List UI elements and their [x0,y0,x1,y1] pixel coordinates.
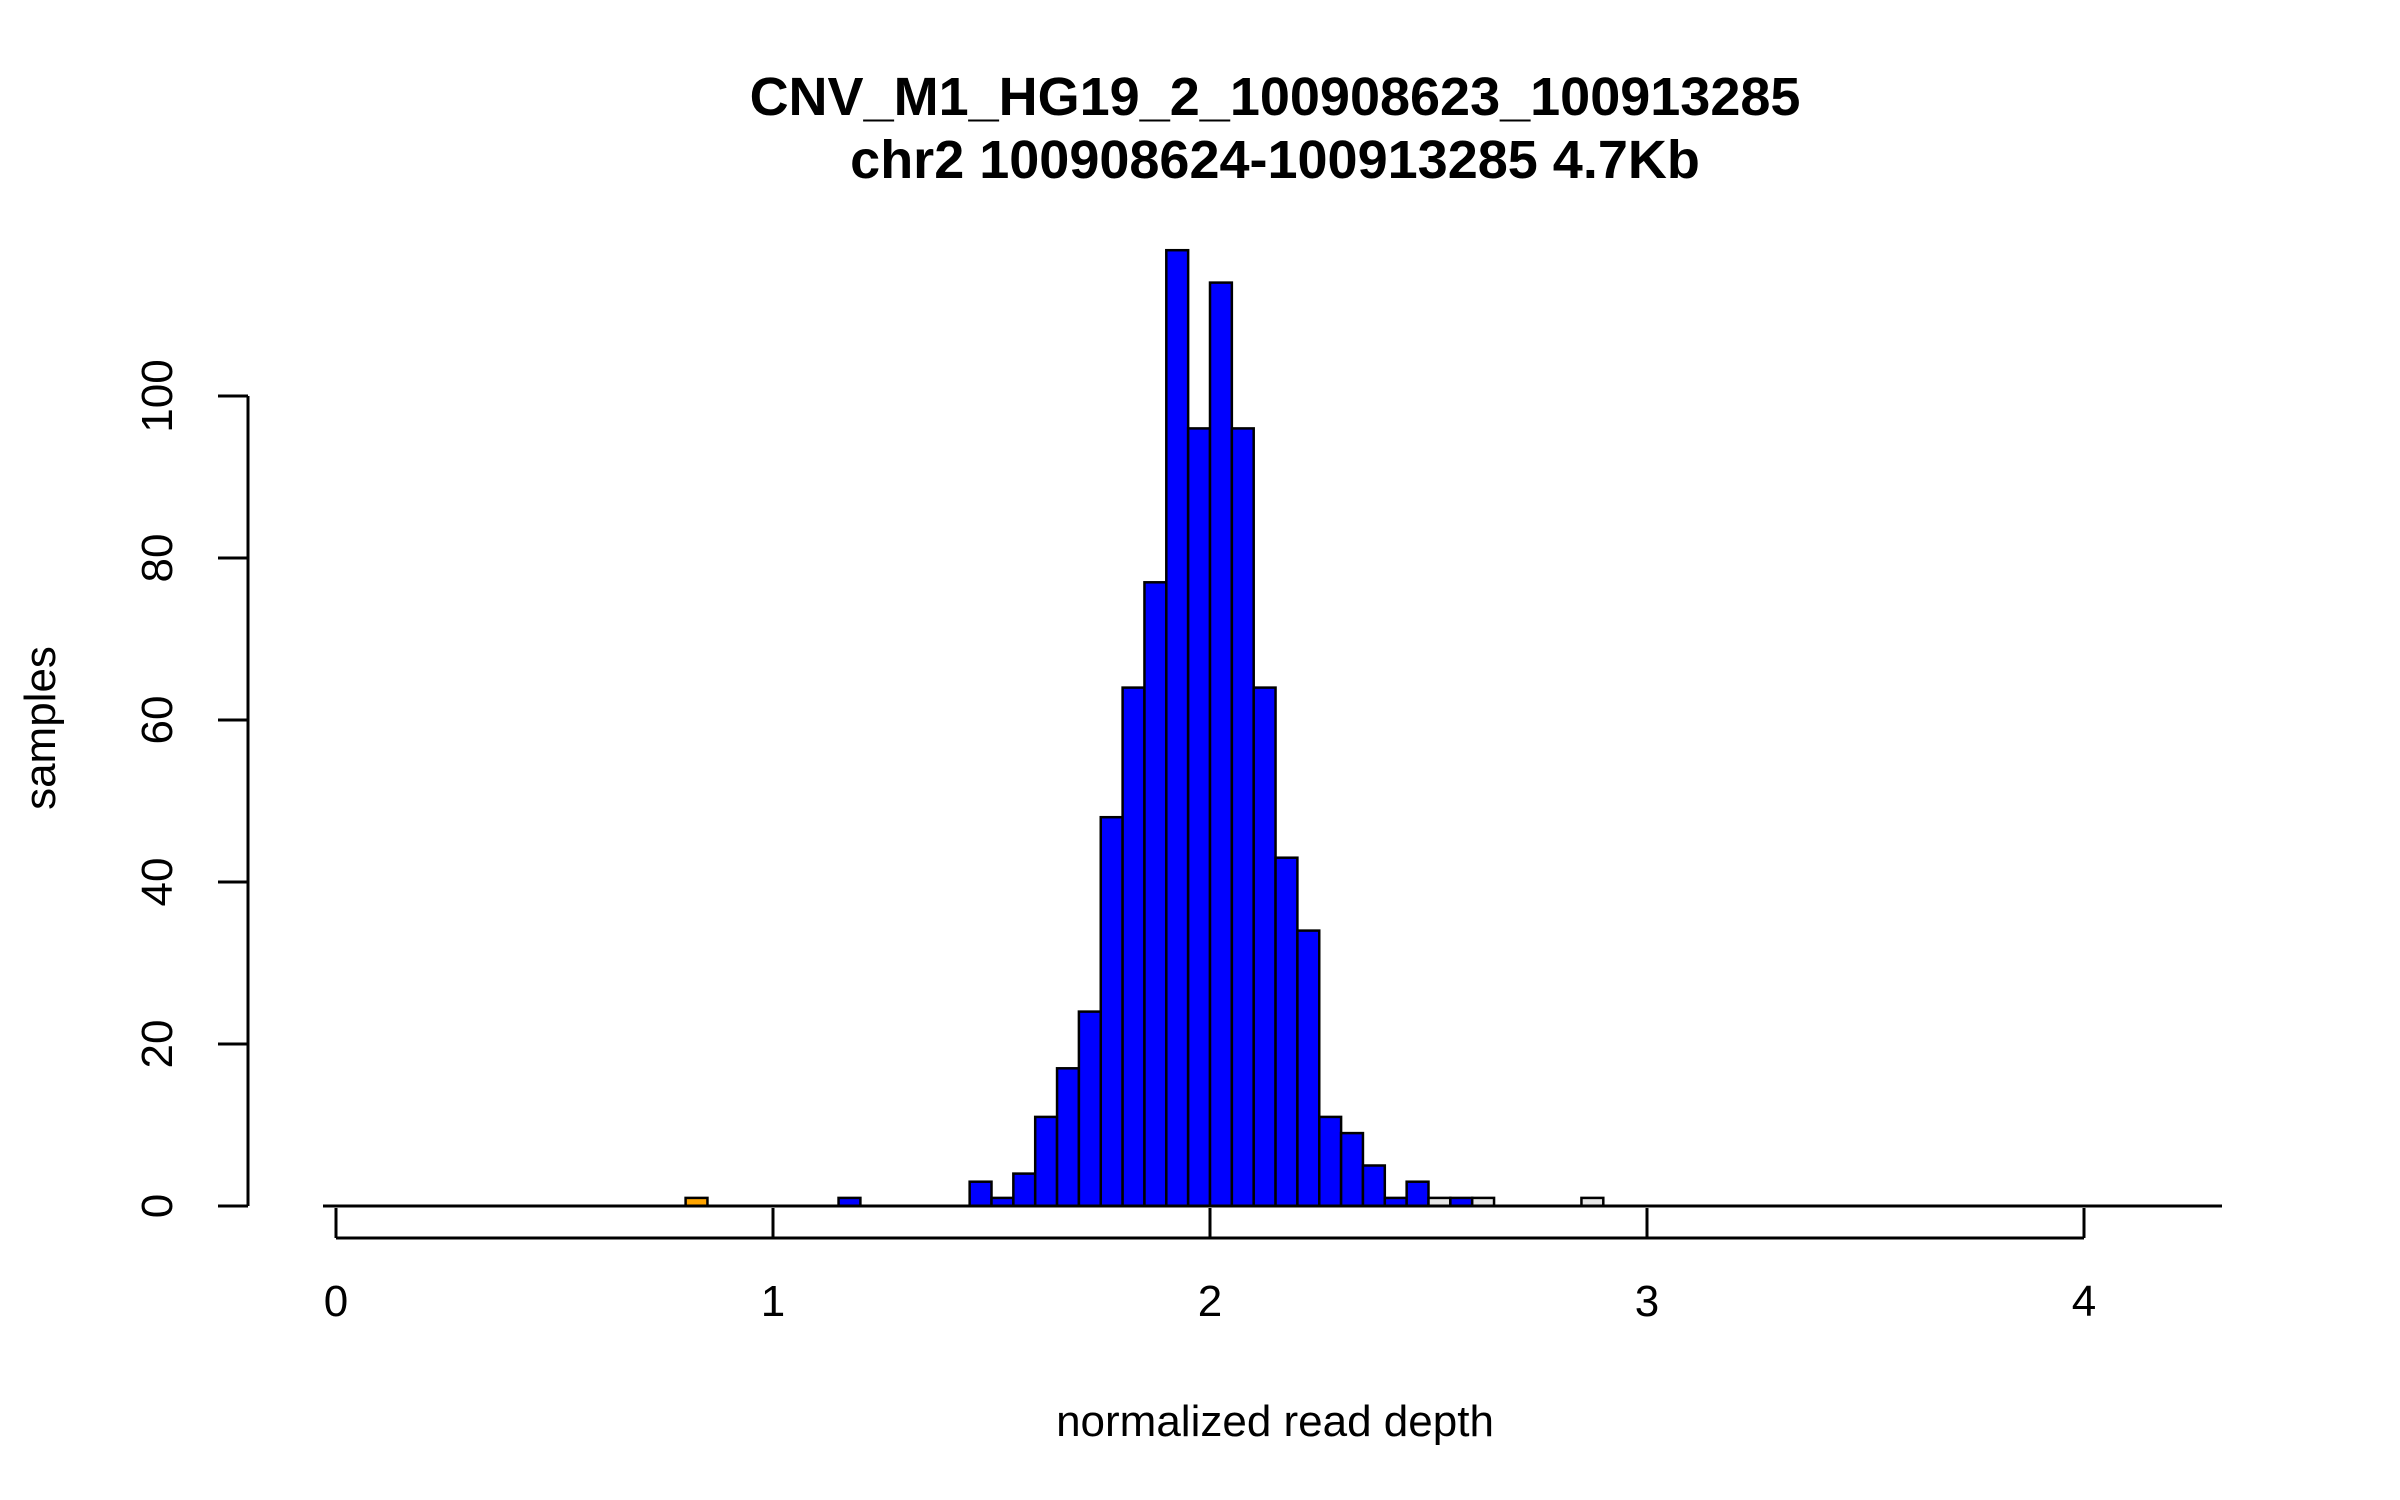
y-tick-label-5: 100 [133,359,182,432]
histogram-bar-12 [1186,427,1212,1208]
histogram-bar-18 [1318,1115,1343,1208]
histogram-bar-14 [1230,427,1255,1208]
histogram-bar-8 [1099,815,1124,1208]
histogram-bar-4 [1012,1172,1037,1208]
y-tick-label-0: 0 [133,1194,182,1218]
histogram-bar-9 [1121,686,1146,1208]
histogram-bar-20 [1361,1164,1387,1208]
histogram-bar-15 [1252,686,1277,1208]
y-tick-label-4: 80 [133,534,182,583]
histogram-bar-5 [1033,1115,1059,1208]
x-tick-label-3: 3 [1635,1277,1659,1326]
y-axis: 0 20 40 60 80 100 [133,359,250,1218]
histogram-bar-2 [968,1180,993,1208]
x-axis-label: normalized read depth [1056,1397,1494,1446]
x-tick-label-2: 2 [1198,1277,1222,1326]
histogram-bar-11 [1165,248,1190,1208]
x-axis: 0 1 2 3 4 [324,1208,2096,1326]
chart-title: CNV_M1_HG19_2_100908623_100913285 [750,67,1801,127]
y-tick-label-3: 60 [133,696,182,745]
histogram-bar-7 [1077,1010,1103,1208]
x-tick-label-1: 1 [761,1277,785,1326]
x-tick-label-4: 4 [2072,1277,2096,1326]
histogram-bar-17 [1296,929,1321,1208]
y-tick-label-1: 20 [133,1020,182,1069]
histogram-bar-16 [1274,856,1299,1208]
y-tick-label-2: 40 [133,858,182,907]
y-axis-label: samples [16,646,65,810]
bars-group [684,248,1605,1208]
x-tick-label-0: 0 [324,1277,348,1326]
chart-subtitle: chr2 100908624-100913285 4.7Kb [850,130,1700,190]
histogram-bar-13 [1208,281,1234,1208]
histogram-bar-6 [1055,1067,1081,1208]
histogram-bar-22 [1405,1180,1430,1208]
histogram-bar-19 [1339,1131,1365,1208]
histogram-bar-10 [1143,581,1168,1208]
